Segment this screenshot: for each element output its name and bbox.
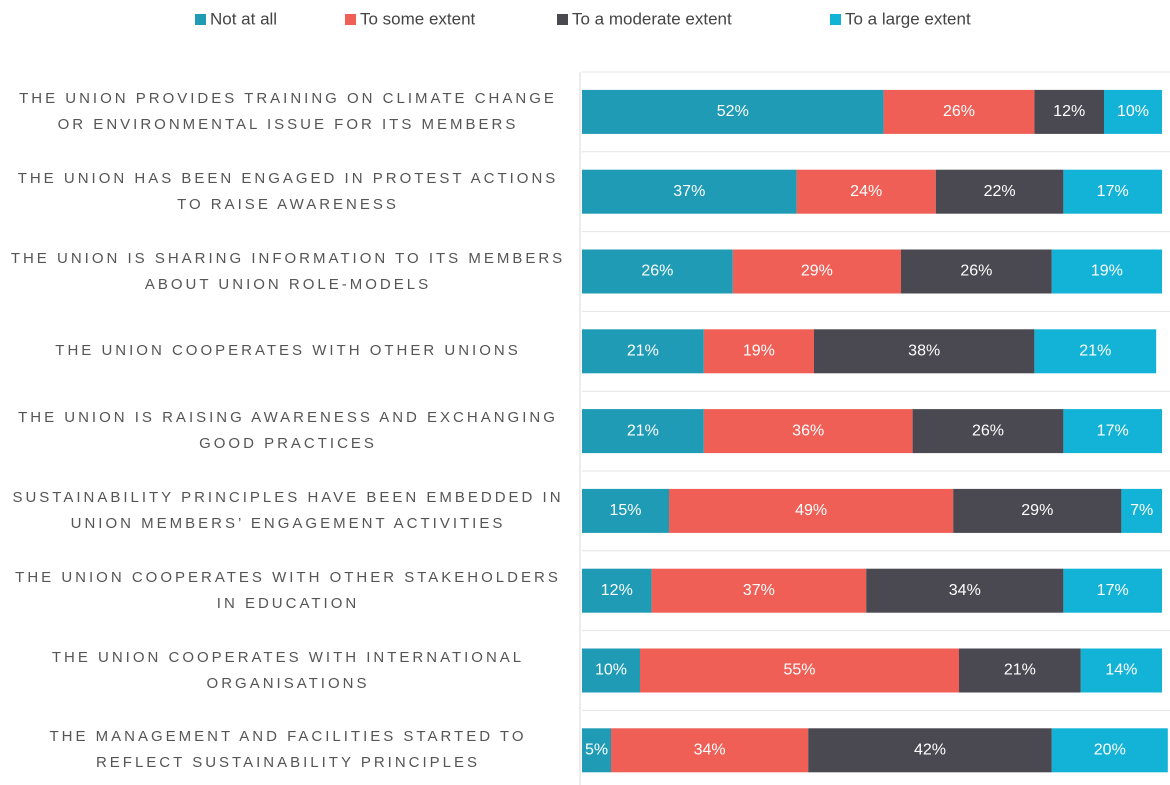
value-label: 26% xyxy=(960,263,992,280)
category-label: THE UNION PROVIDES TRAINING ON CLIMATE C… xyxy=(19,89,557,133)
value-label: 42% xyxy=(914,742,946,759)
category-label: THE MANAGEMENT AND FACILITIES STARTED TO… xyxy=(49,728,527,772)
value-label: 12% xyxy=(601,582,633,599)
bar-segment xyxy=(582,89,884,134)
bar-segment xyxy=(1063,409,1162,454)
value-label: 36% xyxy=(792,422,824,439)
bar-segment xyxy=(1121,488,1162,533)
bar-segment xyxy=(1034,329,1157,374)
value-label: 52% xyxy=(717,103,749,120)
value-label: 5% xyxy=(585,742,608,759)
legend-swatch xyxy=(345,14,356,25)
bar-segment xyxy=(703,329,814,374)
value-label: 38% xyxy=(908,343,940,360)
value-label: 7% xyxy=(1130,502,1153,519)
value-label: 14% xyxy=(1105,662,1137,679)
legend-label: To some extent xyxy=(360,9,476,28)
value-label: 49% xyxy=(795,502,827,519)
value-label: 10% xyxy=(1117,103,1149,120)
bar-segment xyxy=(1051,728,1168,773)
bar-segment xyxy=(582,329,704,374)
bar-segment xyxy=(1063,169,1162,214)
bar-segment xyxy=(582,169,797,214)
value-label: 21% xyxy=(1004,662,1036,679)
value-label: 21% xyxy=(1079,343,1111,360)
bar-segment xyxy=(901,249,1052,294)
bar-segment xyxy=(640,648,959,693)
category-label: THE UNION IS RAISING AWARENESS AND EXCHA… xyxy=(18,409,558,453)
bar-segment xyxy=(814,329,1035,374)
bar-segment xyxy=(582,728,611,773)
bar-segment xyxy=(796,169,936,214)
category-label: SUSTAINABILITY PRINCIPLES HAVE BEEN EMBE… xyxy=(12,488,564,532)
bar-segment xyxy=(669,488,954,533)
value-label: 19% xyxy=(743,343,775,360)
category-label: THE UNION COOPERATES WITH INTERNATIONAL … xyxy=(51,648,525,692)
value-label: 21% xyxy=(627,343,659,360)
value-label: 12% xyxy=(1053,103,1085,120)
category-label: THE UNION HAS BEEN ENGAGED IN PROTEST AC… xyxy=(17,169,559,213)
value-label: 26% xyxy=(972,422,1004,439)
value-label: 55% xyxy=(783,662,815,679)
value-label: 29% xyxy=(801,263,833,280)
value-label: 26% xyxy=(943,103,975,120)
legend-label: To a moderate extent xyxy=(572,9,732,28)
legend-swatch xyxy=(195,14,206,25)
bar-segment xyxy=(1080,648,1162,693)
value-label: 21% xyxy=(627,422,659,439)
value-label: 34% xyxy=(694,742,726,759)
category-label: THE UNION COOPERATES WITH OTHER STAKEHOL… xyxy=(15,568,561,612)
bar-segment xyxy=(1063,568,1162,613)
category-label: THE UNION IS SHARING INFORMATION TO ITS … xyxy=(10,249,566,293)
bar-segment xyxy=(935,169,1064,214)
bar-segment xyxy=(703,409,913,454)
value-label: 10% xyxy=(595,662,627,679)
bar-segment xyxy=(651,568,867,613)
legend-label: To a large extent xyxy=(845,9,971,28)
legend-swatch xyxy=(830,14,841,25)
value-label: 17% xyxy=(1097,422,1129,439)
legend-label: Not at all xyxy=(210,9,277,28)
value-label: 37% xyxy=(673,183,705,200)
bar-segment xyxy=(959,648,1081,693)
bar-segment xyxy=(582,249,733,294)
value-label: 29% xyxy=(1021,502,1053,519)
bar-segment xyxy=(611,728,809,773)
bar-segment xyxy=(582,409,704,454)
bar-segment xyxy=(912,409,1064,454)
value-label: 15% xyxy=(609,502,641,519)
legend-swatch xyxy=(557,14,568,25)
value-label: 37% xyxy=(743,582,775,599)
bar-segment xyxy=(866,568,1064,613)
value-label: 19% xyxy=(1091,263,1123,280)
bar-segment xyxy=(808,728,1052,773)
value-label: 20% xyxy=(1094,742,1126,759)
bar-segment xyxy=(1034,89,1104,134)
bar-segment xyxy=(883,89,1035,134)
value-label: 17% xyxy=(1097,183,1129,200)
bar-segment xyxy=(582,568,652,613)
value-label: 26% xyxy=(641,263,673,280)
bar-segment xyxy=(1051,249,1162,294)
bar-segment xyxy=(953,488,1122,533)
bar-segment xyxy=(1104,89,1162,134)
bar-segment xyxy=(732,249,901,294)
value-label: 17% xyxy=(1097,582,1129,599)
value-label: 24% xyxy=(850,183,882,200)
value-label: 22% xyxy=(984,183,1016,200)
category-label: THE UNION COOPERATES WITH OTHER UNIONS xyxy=(55,342,521,360)
bar-segment xyxy=(582,488,669,533)
bar-segment xyxy=(582,648,640,693)
value-label: 34% xyxy=(949,582,981,599)
